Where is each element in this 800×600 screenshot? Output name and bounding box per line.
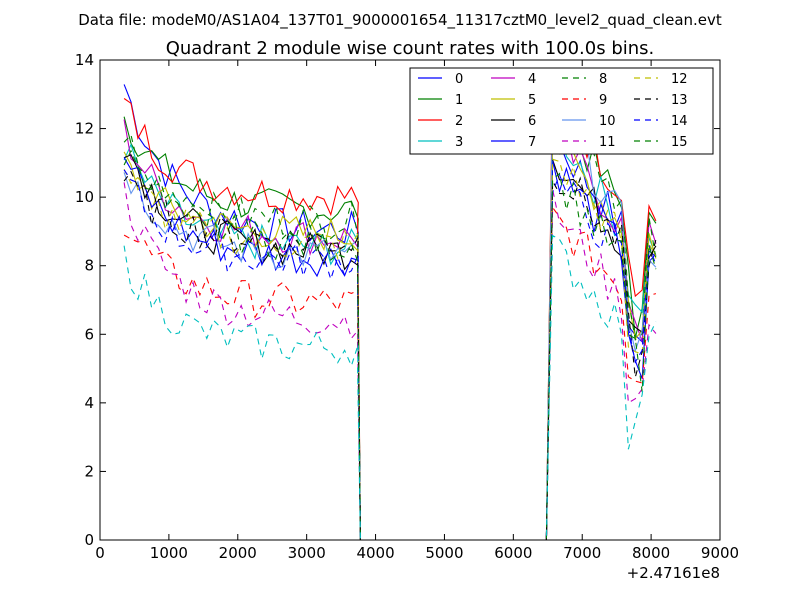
legend-label: 0 xyxy=(455,72,463,87)
x-tick-label: 0 xyxy=(95,544,105,562)
series-line xyxy=(123,91,657,541)
axes-frame xyxy=(99,59,721,541)
legend-label: 9 xyxy=(599,93,607,108)
legend-label: 4 xyxy=(528,72,536,87)
series-line xyxy=(123,234,657,541)
series-line xyxy=(123,133,657,541)
legend-label: 1 xyxy=(455,93,463,108)
x-tick-label: 1000 xyxy=(150,544,188,562)
x-axis-offset-label: +2.47161e8 xyxy=(627,564,720,582)
series-line xyxy=(123,154,657,541)
series-line xyxy=(123,170,657,541)
series-line xyxy=(123,205,657,541)
y-tick-label: 4 xyxy=(84,394,94,412)
legend-label: 10 xyxy=(599,114,616,129)
series-line xyxy=(123,95,657,541)
y-tick-label: 2 xyxy=(84,462,94,480)
x-tick-label: 5000 xyxy=(425,544,463,562)
x-tick-label: 6000 xyxy=(494,544,532,562)
legend-label: 14 xyxy=(671,114,688,129)
x-tick-label: 2000 xyxy=(219,544,257,562)
series-line xyxy=(123,158,657,541)
x-tick-label: 9000 xyxy=(701,544,739,562)
x-tick-label: 8000 xyxy=(632,544,670,562)
x-tick-label: 3000 xyxy=(288,544,326,562)
x-axis-ticks: 0 1000 2000 3000 4000 5000 6000 7000 8000 9000 xyxy=(95,60,739,562)
chart-title: Quadrant 2 module wise count rates with … xyxy=(166,38,655,59)
legend-box xyxy=(409,67,714,155)
series-line xyxy=(123,123,657,541)
legend-label: 6 xyxy=(528,114,536,129)
y-tick-label: 0 xyxy=(84,531,94,549)
legend-label: 2 xyxy=(455,114,463,129)
series-line xyxy=(123,182,657,541)
y-tick-label: 12 xyxy=(75,120,94,138)
figure-suptitle: Data file: modeM0/AS1A04_137T01_90000016… xyxy=(78,11,722,30)
y-tick-label: 8 xyxy=(84,257,94,275)
plot-lines xyxy=(123,69,657,541)
x-tick-label: 4000 xyxy=(356,544,394,562)
series-line xyxy=(123,157,657,541)
legend-label: 3 xyxy=(455,135,463,150)
legend-label: 12 xyxy=(671,72,688,87)
legend-label: 7 xyxy=(528,135,536,150)
series-line xyxy=(123,169,657,541)
legend-label: 5 xyxy=(528,93,536,108)
legend-label: 13 xyxy=(671,93,688,108)
x-tick-label: 7000 xyxy=(563,544,601,562)
legend-label: 8 xyxy=(599,72,607,87)
y-tick-label: 10 xyxy=(75,188,94,206)
legend-label: 11 xyxy=(599,135,616,150)
legend-label: 15 xyxy=(671,135,688,150)
y-tick-label: 6 xyxy=(84,325,94,343)
y-tick-label: 14 xyxy=(75,51,94,69)
